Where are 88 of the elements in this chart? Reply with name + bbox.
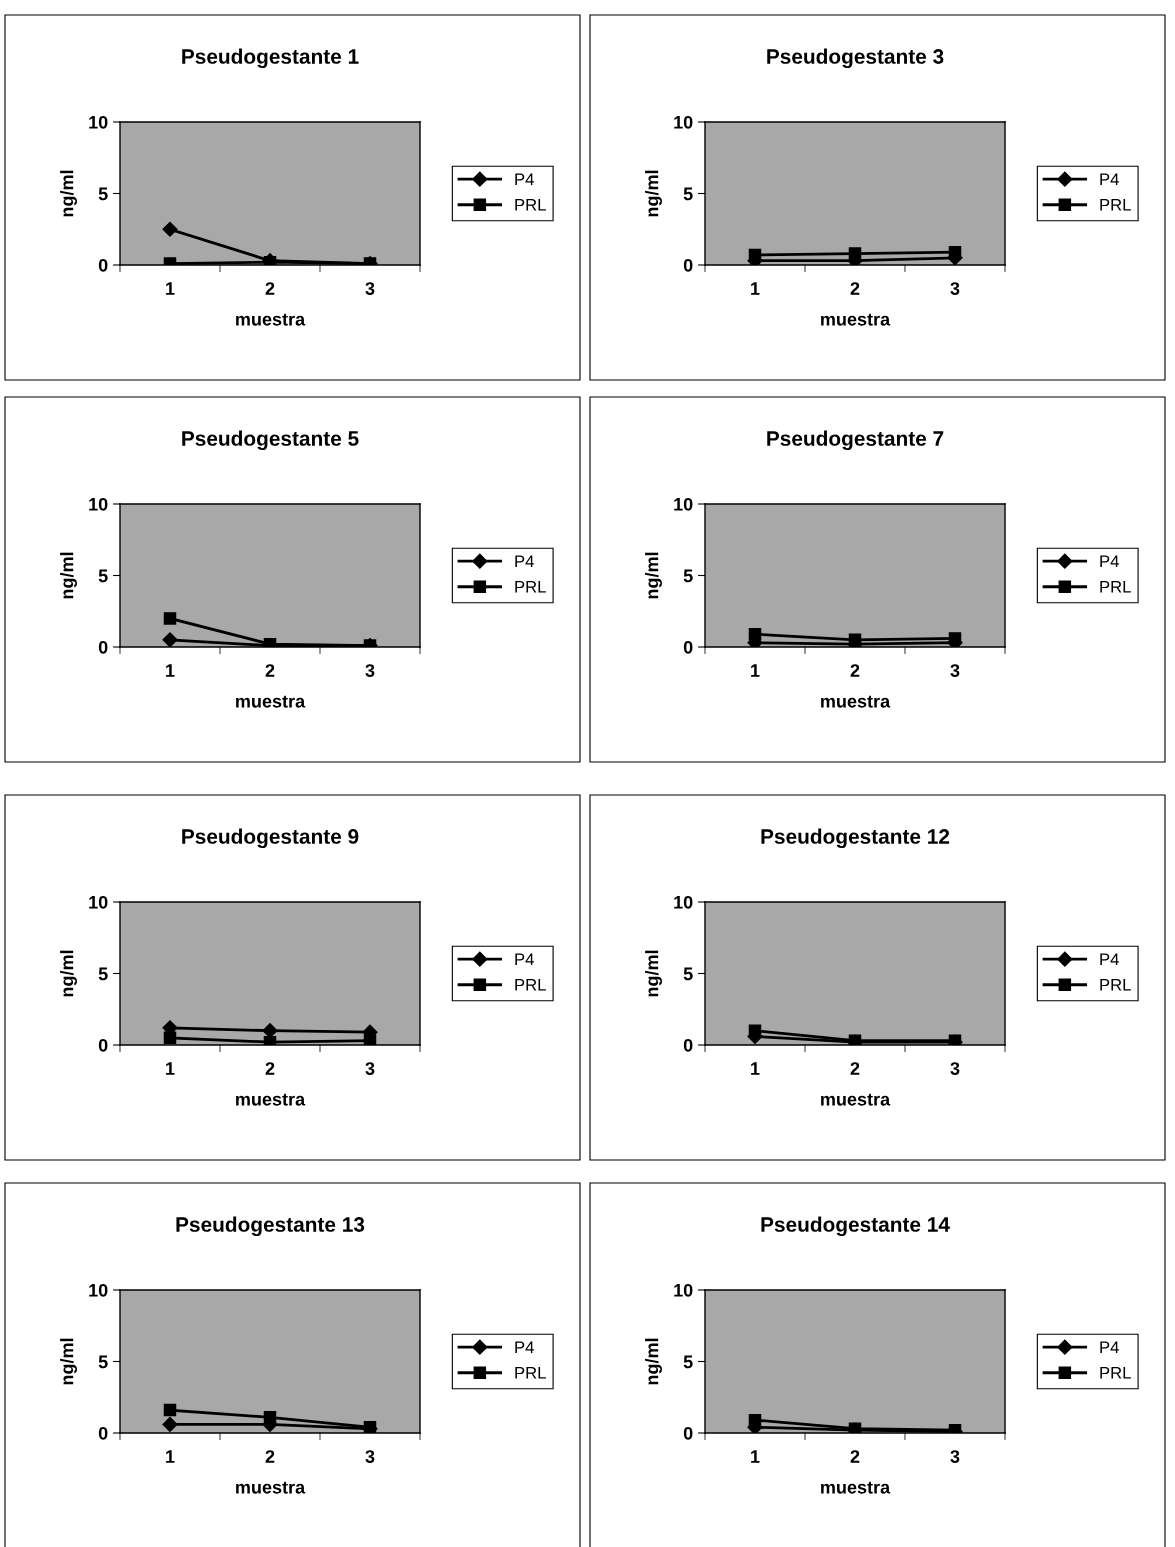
y-tick-label: 0 [683, 1038, 693, 1052]
x-axis-title: muestra [236, 1481, 306, 1494]
x-tick-label: 1 [166, 1062, 175, 1075]
y-axis-title: ng/ml [60, 950, 77, 997]
y-tick-label: 10 [674, 115, 693, 129]
legend-label: P4 [1100, 555, 1119, 568]
x-tick-label: 1 [166, 1450, 175, 1463]
y-axis-title: ng/ml [60, 1338, 77, 1385]
legend-label: PRL [515, 1367, 546, 1379]
x-tick-label: 2 [265, 664, 275, 677]
y-tick-label: 0 [683, 640, 693, 654]
y-tick-label: 0 [683, 1426, 693, 1440]
x-axis-title: muestra [236, 313, 306, 326]
x-tick-label: 2 [850, 282, 860, 295]
chart-title: Pseudogestante 3 [767, 48, 944, 69]
x-tick-label: 3 [950, 282, 960, 295]
chart-title: Pseudogestante 1 [182, 48, 359, 69]
y-tick-label: 0 [98, 1038, 108, 1052]
y-tick-label: 5 [98, 967, 108, 981]
y-tick-label: 5 [98, 187, 108, 201]
chart-title: Pseudogestante 7 [767, 430, 944, 451]
x-axis-title: muestra [821, 695, 891, 708]
y-tick-label: 0 [98, 258, 108, 272]
legend-label: PRL [515, 199, 546, 211]
y-axis-title: ng/ml [60, 170, 77, 217]
legend-label: P4 [515, 1341, 534, 1354]
y-tick-label: 5 [683, 967, 693, 981]
y-tick-label: 5 [98, 1355, 108, 1369]
y-tick-label: 5 [98, 569, 108, 583]
chart-title: Pseudogestante 14 [761, 1216, 950, 1237]
x-axis-title: muestra [821, 1093, 891, 1106]
legend-label: PRL [1100, 979, 1131, 991]
legend-label: PRL [515, 581, 546, 593]
y-tick-label: 10 [89, 497, 108, 511]
chart-title: Pseudogestante 12 [761, 828, 950, 849]
x-tick-label: 2 [265, 1062, 275, 1075]
x-tick-label: 3 [365, 282, 375, 295]
y-tick-label: 5 [683, 187, 693, 201]
y-tick-label: 10 [674, 1283, 693, 1297]
y-tick-label: 10 [674, 895, 693, 909]
legend-label: P4 [1100, 953, 1119, 966]
x-tick-label: 2 [850, 1450, 860, 1463]
y-axis-title: ng/ml [645, 1338, 662, 1385]
x-tick-label: 1 [751, 1062, 760, 1075]
legend-label: P4 [1100, 1341, 1119, 1354]
x-tick-label: 3 [365, 1062, 375, 1075]
y-tick-label: 5 [683, 569, 693, 583]
y-tick-label: 10 [674, 497, 693, 511]
x-tick-label: 1 [751, 1450, 760, 1463]
y-tick-label: 0 [98, 1426, 108, 1440]
x-tick-label: 1 [166, 664, 175, 677]
y-tick-label: 10 [89, 115, 108, 129]
chart-title: Pseudogestante 9 [182, 828, 359, 849]
x-tick-label: 1 [751, 664, 760, 677]
legend-label: PRL [1100, 199, 1131, 211]
chart-title: Pseudogestante 13 [176, 1216, 365, 1237]
x-tick-label: 1 [166, 282, 175, 295]
x-tick-label: 3 [365, 1450, 375, 1463]
x-tick-label: 1 [751, 282, 760, 295]
y-tick-label: 10 [89, 895, 108, 909]
x-axis-title: muestra [821, 313, 891, 326]
y-tick-label: 10 [89, 1283, 108, 1297]
legend-label: P4 [515, 953, 534, 966]
chart-title: Pseudogestante 5 [182, 430, 359, 451]
x-axis-title: muestra [236, 695, 306, 708]
x-tick-label: 2 [850, 1062, 860, 1075]
legend-label: PRL [1100, 1367, 1131, 1379]
x-tick-label: 3 [950, 1062, 960, 1075]
y-tick-label: 5 [683, 1355, 693, 1369]
x-axis-title: muestra [821, 1481, 891, 1494]
legend-label: PRL [515, 979, 546, 991]
x-tick-label: 3 [950, 664, 960, 677]
x-tick-label: 2 [265, 1450, 275, 1463]
y-tick-label: 0 [683, 258, 693, 272]
legend-label: P4 [1100, 173, 1119, 186]
x-axis-title: muestra [236, 1093, 306, 1106]
legend-label: P4 [515, 555, 534, 568]
x-tick-label: 3 [365, 664, 375, 677]
x-tick-label: 2 [265, 282, 275, 295]
y-axis-title: ng/ml [645, 552, 662, 599]
legend-label: P4 [515, 173, 534, 186]
legend-label: PRL [1100, 581, 1131, 593]
y-axis-title: ng/ml [645, 170, 662, 217]
y-axis-title: ng/ml [60, 552, 77, 599]
y-tick-label: 0 [98, 640, 108, 654]
x-tick-label: 3 [950, 1450, 960, 1463]
x-tick-label: 2 [850, 664, 860, 677]
y-axis-title: ng/ml [645, 950, 662, 997]
